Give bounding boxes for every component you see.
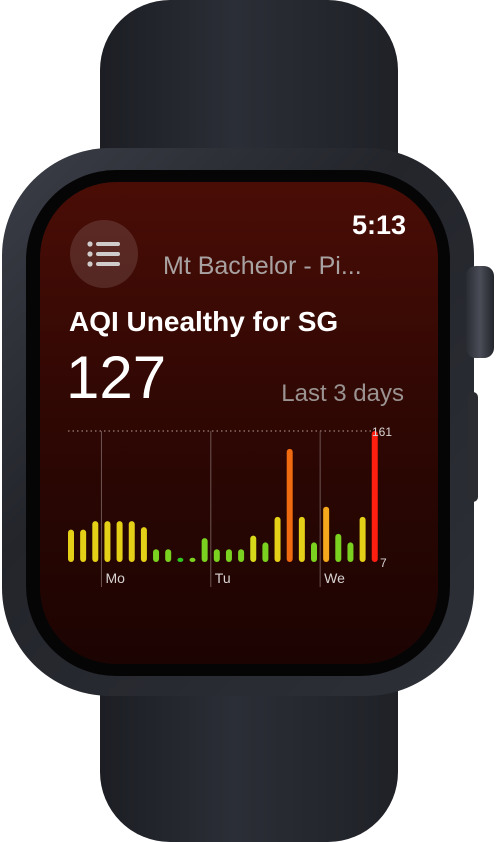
side-button[interactable] xyxy=(468,392,478,502)
aqi-bar xyxy=(80,529,87,562)
aqi-bar xyxy=(201,538,208,562)
location-name: Mt Bachelor - Pi... xyxy=(163,252,362,280)
y-max-label: 161 xyxy=(372,425,392,439)
aqi-bar xyxy=(128,521,135,562)
menu-button[interactable] xyxy=(70,220,138,288)
aqi-bar xyxy=(165,549,172,562)
aqi-bar xyxy=(250,535,257,562)
aqi-bar xyxy=(359,516,366,562)
aqi-bar xyxy=(286,448,293,562)
aqi-bar-chart: 161 7 Mo Tu We xyxy=(68,425,392,587)
watch-screen: 5:13 Mt Bachelor - Pi... AQI Unealthy fo… xyxy=(40,182,438,664)
aqi-bar xyxy=(213,549,220,562)
digital-crown[interactable] xyxy=(466,266,494,358)
aqi-bar xyxy=(68,529,74,562)
aqi-bar xyxy=(335,533,342,562)
aqi-headline: AQI Unealthy for SG xyxy=(69,306,339,337)
y-min-label: 7 xyxy=(380,556,387,570)
aqi-bar xyxy=(311,542,317,562)
aqi-bar xyxy=(347,542,354,562)
aqi-bar xyxy=(140,527,147,562)
aqi-bar xyxy=(177,557,184,562)
aqi-bar xyxy=(274,516,281,562)
aqi-bar xyxy=(116,521,123,562)
aqi-bar xyxy=(104,521,111,562)
list-icon xyxy=(87,241,120,267)
day-label: Tu xyxy=(215,570,231,586)
clock-time: 5:13 xyxy=(351,210,406,240)
time-range-label: Last 3 days xyxy=(281,380,404,407)
aqi-bar xyxy=(189,557,196,562)
aqi-bar xyxy=(92,521,99,562)
aqi-bar xyxy=(323,506,330,562)
aqi-bar xyxy=(298,516,305,562)
aqi-bar xyxy=(153,549,160,562)
aqi-bar xyxy=(371,431,378,562)
aqi-bar xyxy=(238,549,245,562)
aqi-bar xyxy=(225,549,232,562)
aqi-current-value: 127 xyxy=(66,344,167,411)
aqi-bar xyxy=(262,542,269,562)
day-label: We xyxy=(324,570,345,586)
day-label: Mo xyxy=(105,570,125,586)
